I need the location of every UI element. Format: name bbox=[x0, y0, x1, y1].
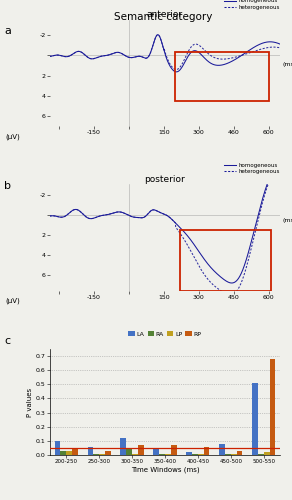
Bar bbox=[105, 451, 111, 455]
Bar bbox=[153, 448, 159, 455]
Text: (ms): (ms) bbox=[283, 62, 292, 66]
Legend: homogeneous, heterogeneous: homogeneous, heterogeneous bbox=[221, 0, 282, 12]
Bar bbox=[99, 454, 105, 455]
Bar bbox=[270, 359, 275, 455]
Bar bbox=[237, 451, 242, 455]
Bar bbox=[165, 454, 171, 455]
Bar bbox=[219, 444, 225, 455]
Bar bbox=[192, 454, 198, 455]
Legend: LA, RA, LP, RP: LA, RA, LP, RP bbox=[126, 328, 204, 339]
Bar bbox=[121, 438, 126, 455]
Text: (μV): (μV) bbox=[5, 134, 20, 140]
Bar bbox=[252, 383, 258, 455]
Y-axis label: P values: P values bbox=[27, 388, 33, 416]
Bar bbox=[204, 446, 209, 455]
Bar bbox=[180, 230, 271, 290]
Bar bbox=[88, 446, 93, 455]
Bar bbox=[72, 450, 78, 455]
Text: (μV): (μV) bbox=[5, 298, 20, 304]
Bar bbox=[55, 441, 60, 455]
Bar bbox=[171, 445, 176, 455]
Bar bbox=[186, 452, 192, 455]
Bar bbox=[132, 454, 138, 455]
Bar bbox=[159, 454, 165, 455]
Title: anterior: anterior bbox=[147, 10, 183, 19]
X-axis label: Time Windows (ms): Time Windows (ms) bbox=[131, 467, 199, 473]
Bar bbox=[231, 454, 237, 455]
Text: c: c bbox=[4, 336, 11, 346]
Bar bbox=[138, 445, 144, 455]
Text: Semantic category: Semantic category bbox=[114, 12, 213, 22]
Bar bbox=[60, 451, 66, 455]
Bar bbox=[225, 454, 231, 455]
Bar bbox=[126, 450, 132, 455]
Bar bbox=[66, 451, 72, 455]
Bar bbox=[258, 454, 264, 455]
Bar bbox=[264, 452, 270, 455]
Text: (ms): (ms) bbox=[283, 218, 292, 223]
Legend: homogeneous, heterogeneous: homogeneous, heterogeneous bbox=[221, 160, 282, 176]
Title: posterior: posterior bbox=[145, 174, 185, 184]
Text: a: a bbox=[4, 26, 11, 36]
Bar bbox=[93, 454, 99, 455]
Bar bbox=[175, 52, 269, 101]
Bar bbox=[198, 454, 204, 455]
Text: b: b bbox=[4, 181, 11, 191]
